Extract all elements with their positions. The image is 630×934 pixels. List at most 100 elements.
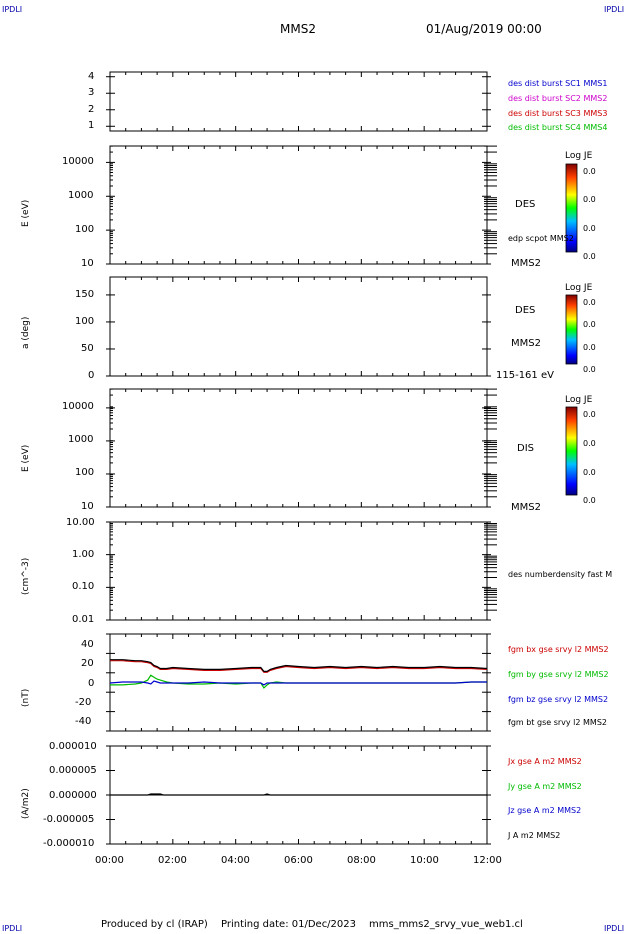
p2-species: DES: [515, 199, 536, 210]
p1-legend-mms4: des dist burst SC4 MMS4: [508, 123, 608, 132]
p2-overlay-label: edp scpot MMS2: [508, 234, 574, 243]
p4-colorbar-title: Log JE: [565, 395, 593, 405]
p4-y-tick: 10: [81, 501, 94, 512]
p1-frame: [109, 71, 488, 132]
series-line-fgm-bx-gse-srvy-l2-mms2: [110, 660, 488, 673]
p2-colorbar-tick: 0.0: [583, 195, 596, 204]
p4-y-tick: 10000: [62, 401, 94, 412]
x-tick-label: 12:00: [473, 855, 502, 866]
p1-y-tick: 3: [88, 87, 95, 98]
footer-printing-date: Printing date: 01/Dec/2023: [221, 919, 357, 930]
x-tick-label: 00:00: [95, 855, 124, 866]
p7-y-tick: -0.000005: [43, 814, 95, 825]
p2-y-tick: 100: [75, 224, 95, 235]
p6-y-tick: -20: [75, 697, 92, 708]
corner-label-bottom-left: IPDLI: [2, 924, 23, 933]
p6-y-tick: -40: [75, 716, 92, 727]
p2-colorbar: [565, 163, 578, 253]
p4-y-tick: 1000: [68, 434, 94, 445]
series-line-fgm-by-gse-srvy-l2-mms2: [110, 674, 487, 689]
p3-colorbar-title: Log JE: [565, 283, 593, 293]
p1-legend-mms3: des dist burst SC3 MMS3: [508, 109, 608, 118]
p2-spacecraft: MMS2: [511, 258, 541, 269]
p4-colorbar: [565, 406, 578, 496]
p3-y-tick: 50: [81, 343, 94, 354]
p4-colorbar-tick: 0.0: [583, 468, 596, 477]
p3-species: DES: [515, 305, 536, 316]
p1-legend-mms2: des dist burst SC2 MMS2: [508, 94, 608, 103]
p7-y-label: (A/m2): [21, 788, 31, 819]
p7-legend-jy: Jy gse A m2 MMS2: [508, 782, 582, 791]
x-tick-label: 08:00: [347, 855, 376, 866]
p6-y-tick: 20: [81, 658, 94, 669]
p7-legend-jz: Jz gse A m2 MMS2: [508, 806, 582, 815]
p6-y-tick: 40: [81, 639, 94, 650]
p7-y-tick: 0.000005: [49, 765, 97, 776]
corner-label-top-right: IPDLI: [604, 5, 625, 14]
p6-legend-bt: fgm bt gse srvy l2 MMS2: [508, 718, 607, 727]
p2-colorbar-tick: 0.0: [583, 252, 596, 261]
p2-y-label: E (eV): [21, 199, 31, 227]
corner-label-top-left: IPDLI: [2, 5, 23, 14]
p1-legend-mms1: des dist burst SC1 MMS1: [508, 79, 608, 88]
spacecraft-title: MMS2: [280, 22, 316, 36]
p2-y-tick: 10: [81, 258, 94, 269]
p7-legend-jx: Jx gse A m2 MMS2: [508, 757, 582, 766]
p3-colorbar-tick: 0.0: [583, 365, 596, 374]
p4-colorbar-tick: 0.0: [583, 410, 596, 419]
p2-colorbar-title: Log JE: [565, 151, 593, 161]
p5-y-tick: 10.00: [66, 517, 95, 528]
p7-y-tick: -0.000010: [43, 838, 95, 849]
x-tick-label: 10:00: [410, 855, 439, 866]
p1-y-tick: 2: [88, 104, 95, 115]
p2-colorbar-tick: 0.0: [583, 167, 596, 176]
p4-colorbar-tick: 0.0: [583, 496, 596, 505]
p4-frame: [109, 388, 488, 508]
p3-colorbar-tick: 0.0: [583, 320, 596, 329]
p3-colorbar-tick: 0.0: [583, 298, 596, 307]
p2-colorbar-tick: 0.0: [583, 224, 596, 233]
p3-y-tick: 0: [88, 370, 95, 381]
p3-colorbar: [565, 294, 578, 365]
p7-y-tick: 0.000000: [49, 790, 97, 801]
p2-y-tick: 1000: [68, 190, 94, 201]
series-line-j-a-m2-mms2: [110, 793, 487, 796]
p7-legend-j: J A m2 MMS2: [508, 831, 561, 840]
x-tick-label: 02:00: [158, 855, 187, 866]
p3-frame: [109, 276, 488, 377]
p7-y-tick: 0.000010: [49, 741, 97, 752]
p5-y-tick: 1.00: [72, 549, 95, 560]
series-line-fgm-bz-gse-srvy-l2-mms2: [109, 680, 487, 686]
p6-y-tick: 0: [88, 678, 95, 689]
p3-colorbar-tick: 0.0: [583, 343, 596, 352]
p3-energy-range: 115-161 eV: [496, 370, 554, 381]
p3-y-tick: 150: [75, 289, 95, 300]
p5-y-label: (cm^-3): [21, 557, 31, 595]
p5-y-tick: 0.10: [72, 581, 95, 592]
p4-spacecraft: MMS2: [511, 502, 541, 513]
p6-y-label: (nT): [21, 688, 31, 707]
p3-y-tick: 100: [75, 316, 95, 327]
p3-y-label: a (deg): [21, 316, 31, 349]
p3-spacecraft: MMS2: [511, 338, 541, 349]
p1-y-tick: 4: [88, 71, 95, 82]
x-tick-label: 04:00: [221, 855, 250, 866]
p5-legend: des numberdensity fast M: [508, 570, 613, 579]
x-tick-label: 06:00: [284, 855, 313, 866]
p6-legend-bz: fgm bz gse srvy l2 MMS2: [508, 695, 609, 704]
series-line-fgm-bt-gse-srvy-l2-mms2: [110, 659, 488, 672]
p4-species: DIS: [517, 443, 534, 454]
p4-colorbar-tick: 0.0: [583, 439, 596, 448]
p5-frame: [109, 521, 488, 621]
corner-label-bottom-right: IPDLI: [604, 924, 625, 933]
footer-produced: Produced by cl (IRAP): [101, 919, 208, 930]
date-title: 01/Aug/2019 00:00: [426, 22, 542, 36]
p5-y-tick: 0.01: [72, 614, 95, 625]
p4-y-tick: 100: [75, 467, 95, 478]
p4-y-label: E (eV): [21, 444, 31, 472]
p1-y-tick: 1: [88, 120, 95, 131]
footer-filename: mms_mms2_srvy_vue_web1.cl: [369, 919, 523, 930]
p6-legend-by: fgm by gse srvy l2 MMS2: [508, 670, 609, 679]
p6-legend-bx: fgm bx gse srvy l2 MMS2: [508, 645, 609, 654]
